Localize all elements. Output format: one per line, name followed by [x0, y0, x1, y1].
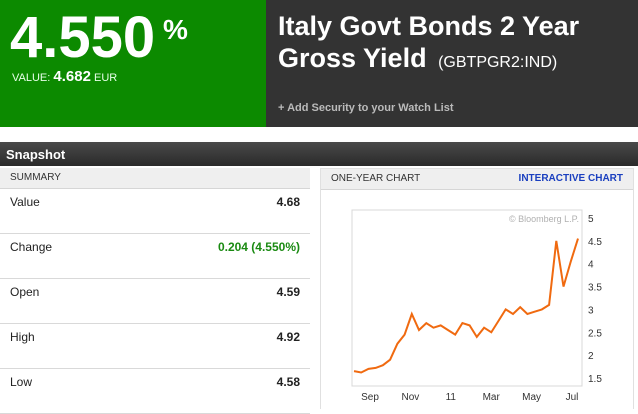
y-tick-label: 2.5: [588, 328, 602, 339]
summary-heading: SUMMARY: [0, 168, 310, 189]
summary-value: 4.59: [276, 285, 300, 299]
x-tick-label: Sep: [361, 392, 379, 403]
y-tick-label: 4.5: [588, 237, 602, 248]
chart-header: ONE-YEAR CHART INTERACTIVE CHART: [321, 169, 633, 190]
summary-label: Change: [10, 240, 53, 254]
y-tick-label: 2: [588, 351, 594, 362]
snapshot-bar: Snapshot: [0, 142, 638, 166]
x-tick-label: May: [522, 392, 541, 403]
x-tick-label: Nov: [402, 392, 420, 403]
y-tick-label: 4: [588, 260, 594, 271]
summary-value: 4.92: [276, 330, 300, 344]
yield-chart: © Bloomberg L.P. 1.5 2 2.5 3 3.5 4 4.5 5 Sep Nov…: [351, 209, 602, 403]
summary-row-low: Low 4.58: [0, 369, 310, 414]
summary-value: 0.204 (4.550%): [217, 240, 300, 254]
value-number: 4.682: [53, 68, 91, 85]
x-tick-label: Mar: [483, 392, 501, 403]
security-title-line1: Italy Govt Bonds 2 Year: [278, 11, 580, 41]
summary-row-open: Open 4.59: [0, 279, 310, 324]
x-tick-label: 11: [446, 392, 457, 403]
summary-label: High: [10, 330, 35, 344]
y-tick-label: 5: [588, 214, 594, 225]
interactive-chart-link[interactable]: INTERACTIVE CHART: [518, 173, 623, 184]
security-title-text: Gross Yield: [278, 43, 427, 73]
summary-label: Low: [10, 375, 33, 389]
summary-panel: SUMMARY Value 4.68 Change 0.204 (4.550%)…: [0, 168, 310, 414]
value-label: VALUE:: [12, 72, 51, 84]
yield-panel: 4.550 % VALUE: 4.682 EUR: [0, 0, 266, 127]
summary-row-value: Value 4.68: [0, 189, 310, 234]
y-tick-label: 3.5: [588, 283, 602, 294]
x-tick-label: Jul: [566, 392, 579, 403]
y-tick-label: 3: [588, 305, 594, 316]
yield-series-line: [353, 238, 579, 374]
security-header: Italy Govt Bonds 2 Year Gross Yield (GBT…: [266, 0, 638, 127]
one-year-chart-panel: ONE-YEAR CHART INTERACTIVE CHART © Bloom…: [320, 168, 634, 409]
y-tick-label: 1.5: [588, 374, 602, 385]
snapshot-title: Snapshot: [6, 147, 66, 162]
summary-label: Open: [10, 285, 40, 299]
summary-value: 4.58: [276, 375, 300, 389]
security-title-line2: Gross Yield (GBTPGR2:IND): [278, 43, 557, 74]
bloomberg-watermark: © Bloomberg L.P.: [509, 214, 579, 224]
summary-value: 4.68: [276, 195, 300, 209]
security-ticker: (GBTPGR2:IND): [438, 54, 558, 71]
add-watchlist-link[interactable]: + Add Security to your Watch List: [278, 102, 454, 114]
chart-heading: ONE-YEAR CHART: [331, 173, 421, 184]
currency-label: EUR: [93, 72, 118, 84]
summary-row-high: High 4.92: [0, 324, 310, 369]
plot-area: [351, 209, 583, 387]
summary-label: Value: [10, 195, 40, 209]
summary-row-change: Change 0.204 (4.550%): [0, 234, 310, 279]
yield-value: 4.550: [10, 5, 156, 70]
percent-sign: %: [163, 14, 188, 45]
value-row: VALUE: 4.682 EUR: [12, 68, 117, 85]
